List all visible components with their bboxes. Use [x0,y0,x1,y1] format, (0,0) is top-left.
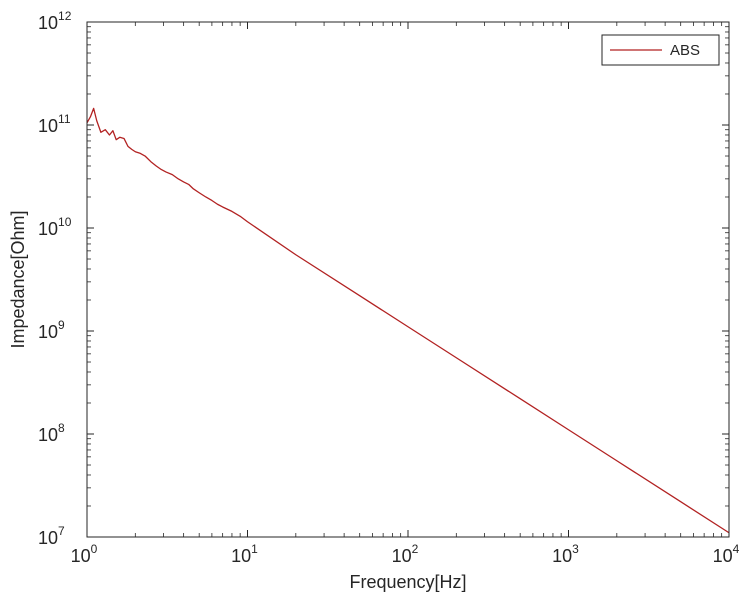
axis-ticks [86,21,730,538]
y-tick-label: 1010 [38,215,72,239]
x-tick-label: 101 [231,542,258,566]
x-tick-label: 102 [392,542,419,566]
plot-area [86,21,730,538]
y-tick-label: 1012 [38,9,72,33]
y-tick-label: 109 [38,318,65,342]
plot-lines [86,107,730,534]
y-tick-label: 107 [38,524,65,548]
x-axis-label: Frequency[Hz] [349,572,466,592]
tick-labels: 100 101 102 103 104 107 108 109 1010 1011 1012 [38,9,740,566]
x-tick-label: 104 [713,542,740,566]
legend: ABS [601,34,720,66]
x-tick-label: 100 [71,542,98,566]
series-line [86,107,730,534]
legend-label: ABS [670,42,700,59]
y-axis-label: Impedance[Ohm] [8,210,28,348]
y-tick-label: 1011 [38,112,71,136]
y-tick-label: 108 [38,421,65,445]
x-tick-label: 103 [552,542,579,566]
